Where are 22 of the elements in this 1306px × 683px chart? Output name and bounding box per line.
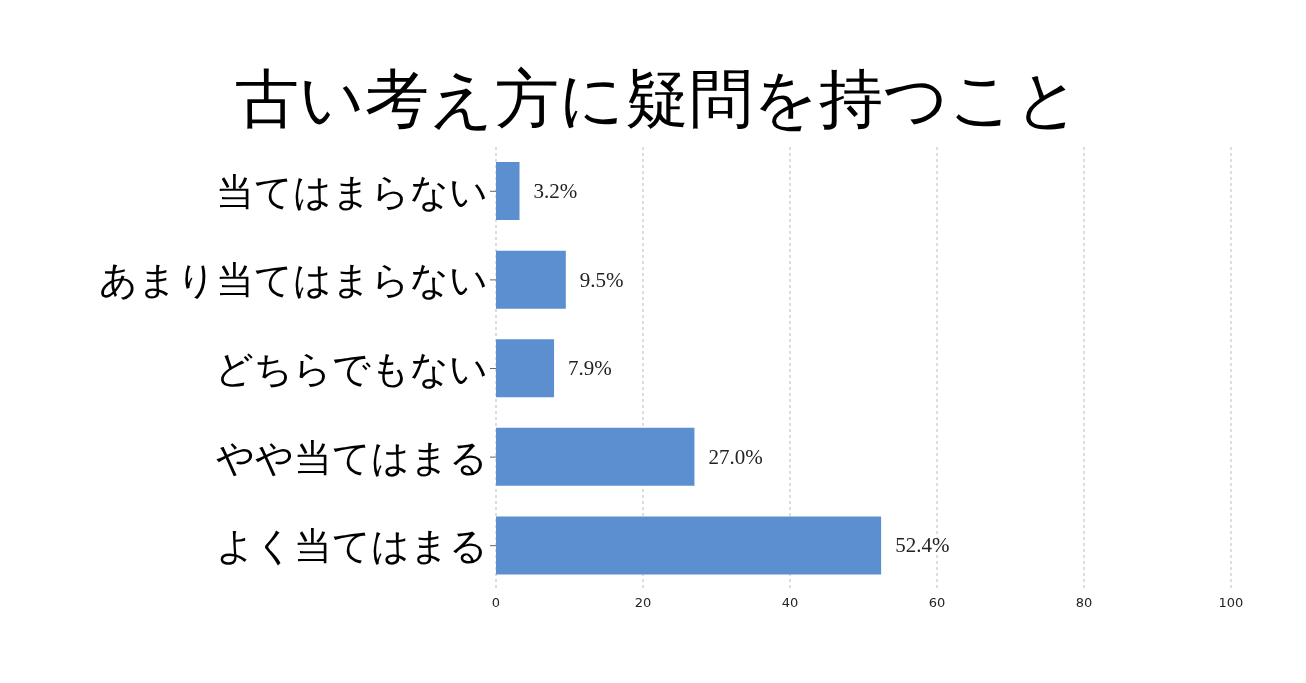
y-tick-label: どちらでもない [215, 347, 488, 390]
y-tick-label: よく当てはまる [216, 525, 488, 568]
x-tick-label: 100 [1218, 595, 1244, 611]
bar [496, 516, 882, 575]
bar [496, 162, 520, 221]
x-tick-label: 0 [491, 595, 501, 611]
data-label: 3.2% [533, 179, 578, 204]
x-tick-label: 80 [1075, 595, 1093, 611]
x-tick-label: 20 [634, 595, 652, 611]
x-tick-label: 40 [781, 595, 799, 611]
data-label: 27.0% [708, 444, 763, 469]
bar [496, 427, 695, 486]
y-tick-label: 当てはまらない [216, 170, 488, 213]
bar [496, 339, 555, 398]
data-label: 9.5% [579, 267, 624, 292]
y-tick-label: やや当てはまる [216, 436, 488, 479]
x-tick-label: 60 [928, 595, 946, 611]
data-label: 52.4% [895, 533, 950, 558]
bar [496, 250, 566, 309]
y-tick-label: あまり当てはまらない [99, 259, 488, 302]
chart-title: 古い考え方に疑問を持つこと [234, 63, 1082, 137]
data-label: 7.9% [568, 356, 612, 381]
